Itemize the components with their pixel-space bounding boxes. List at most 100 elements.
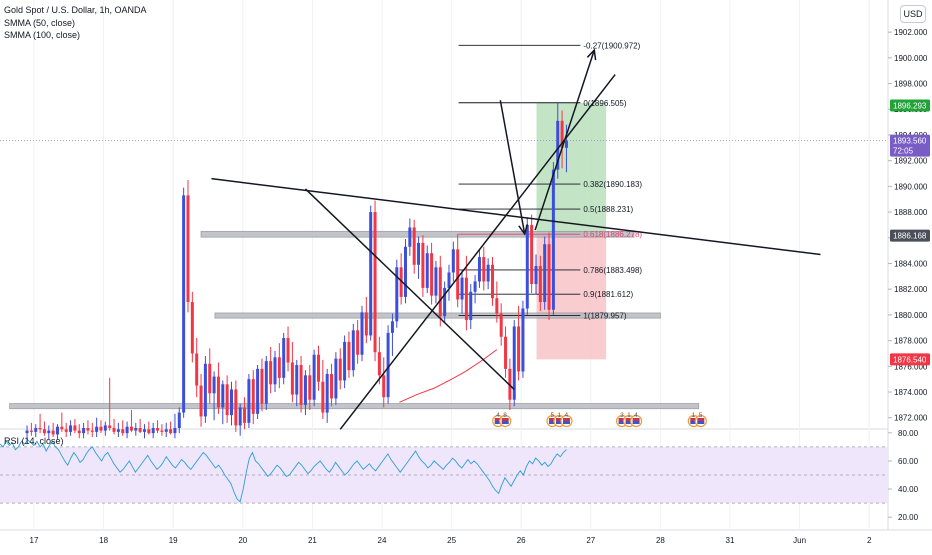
time-tick-label: 2 — [867, 536, 872, 545]
smma-50-legend[interactable]: SMMA (50, close) — [4, 18, 76, 28]
event-flag-blue — [548, 421, 556, 424]
rsi-tick-label: 80.00 — [898, 429, 919, 438]
currency-label: USD — [903, 9, 923, 19]
candle-body — [364, 312, 368, 336]
price-marker-badge — [890, 134, 930, 157]
candle-body — [477, 257, 481, 282]
candle-body — [282, 338, 286, 378]
event-flag-blue — [618, 421, 626, 424]
candle-body — [199, 385, 203, 417]
event-flag-blue — [494, 421, 502, 424]
event-flag-red — [501, 418, 509, 421]
price-marker-label: 1896.293 — [893, 101, 927, 110]
price-marker-label: 1893.560 — [893, 137, 927, 146]
long-position-tool — [536, 102, 607, 360]
event-flag-blue — [555, 421, 563, 424]
event-flag-red — [562, 418, 570, 421]
time-tick-label: Jun — [793, 536, 806, 545]
event-flag-red — [618, 418, 626, 421]
candle-body — [225, 384, 229, 416]
position-profit-zone — [536, 102, 607, 235]
time-tick-label: 25 — [447, 536, 456, 545]
candle-body — [203, 363, 207, 417]
candle-body — [243, 407, 247, 423]
candle-body — [460, 277, 464, 300]
candle-body — [212, 376, 216, 394]
candle-body — [521, 308, 525, 372]
candle-body — [195, 353, 199, 386]
candle-body — [447, 272, 451, 288]
candle-body — [142, 429, 146, 432]
candle-body — [295, 365, 299, 395]
candle-body — [321, 381, 325, 413]
candle-body — [216, 376, 220, 408]
currency-button[interactable]: USD — [900, 5, 926, 23]
arrow-line — [499, 100, 526, 235]
candle-body — [369, 212, 373, 336]
candle-body — [29, 430, 33, 432]
rsi-pane — [0, 439, 888, 504]
candle-body — [277, 357, 281, 378]
candle-body — [386, 332, 390, 398]
candle-body — [343, 341, 347, 381]
smma-100-legend[interactable]: SMMA (100, close) — [4, 30, 81, 40]
candle-body — [73, 425, 77, 431]
candle-body — [103, 425, 107, 431]
candle-body — [160, 430, 164, 432]
horizontal-zone — [200, 230, 635, 238]
candle-body — [564, 140, 568, 148]
candle-body — [90, 430, 94, 432]
candle-body — [55, 426, 59, 435]
rsi-line — [0, 439, 567, 503]
fib-level-label: 0(1896.505) — [583, 99, 626, 108]
candle-body — [547, 244, 551, 310]
time-tick-label: 27 — [586, 536, 595, 545]
candle-body — [273, 357, 277, 385]
event-count-label: 4 — [564, 412, 568, 419]
time-tick-label: 24 — [378, 536, 387, 545]
candle-body — [456, 249, 460, 300]
candle-body — [229, 389, 233, 416]
candle-body — [290, 362, 294, 395]
candle-body — [538, 266, 542, 303]
candle-body — [95, 426, 99, 432]
price-marker-badge — [890, 99, 930, 112]
price-tick-label: 1890.000 — [894, 182, 928, 191]
symbol-title[interactable]: Gold Spot / U.S. Dollar, 1h, OANDA — [4, 5, 147, 15]
candle-body — [499, 313, 503, 337]
rsi-legend[interactable]: RSI (14, close) — [4, 436, 64, 446]
candle-body — [534, 266, 538, 285]
event-flag-blue — [697, 421, 705, 424]
candle-body — [247, 379, 251, 423]
time-tick-label: 21 — [308, 536, 317, 545]
candle-body — [86, 428, 90, 431]
candle-body — [495, 298, 499, 314]
candle-body — [425, 253, 429, 288]
horizontal-zone — [9, 403, 700, 410]
candle-body — [395, 267, 399, 322]
candle-body — [356, 330, 360, 355]
event-flag-blue — [625, 421, 633, 424]
event-count-label: 4 — [496, 412, 500, 419]
event-count-label: 4 — [634, 412, 638, 419]
candle-body — [451, 249, 455, 273]
candle-body — [177, 412, 181, 428]
candle-body — [390, 321, 394, 333]
time-tick-label: 17 — [30, 536, 39, 545]
event-count-label: 1 — [627, 412, 631, 419]
candle-body — [303, 375, 307, 405]
time-tick-label: 18 — [99, 536, 108, 545]
rsi-tick-label: 20.00 — [898, 513, 919, 522]
candle-body — [551, 169, 555, 310]
candle-body — [190, 302, 194, 354]
candle-body — [134, 428, 138, 431]
event-count-label: 5 — [550, 412, 554, 419]
candle-body — [377, 352, 381, 376]
candle-body — [60, 426, 64, 430]
rsi-tick-label: 40.00 — [898, 485, 919, 494]
event-flag-red — [494, 418, 502, 421]
fib-level-label: 1(1879.957) — [583, 311, 626, 320]
